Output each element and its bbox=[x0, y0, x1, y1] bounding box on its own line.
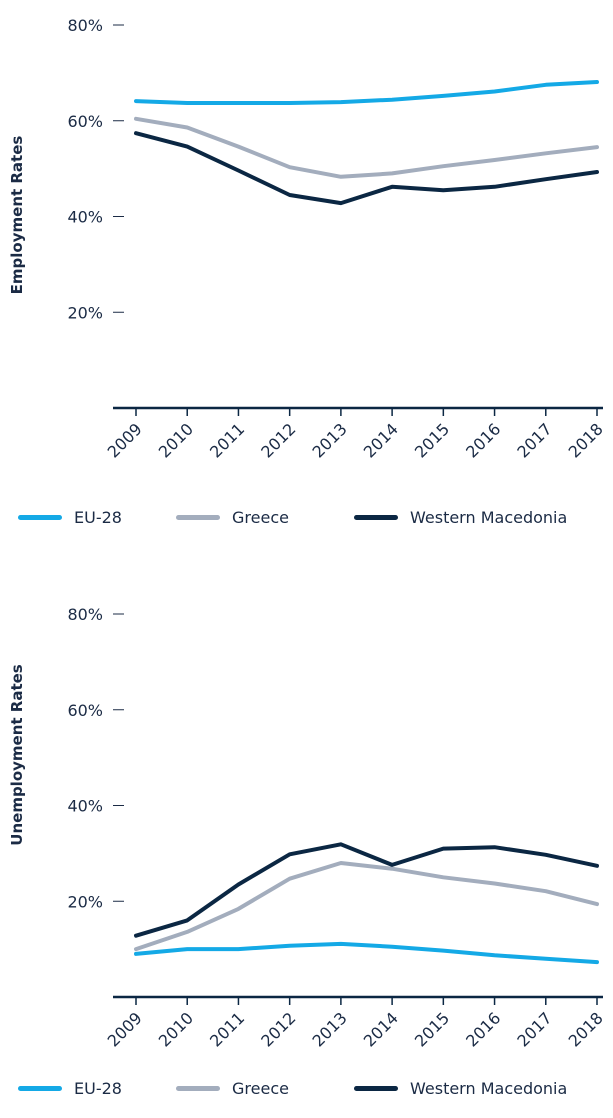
y-tick-label: 80% bbox=[67, 605, 103, 624]
series-line-western-macedonia bbox=[134, 131, 599, 206]
y-tick-label: 40% bbox=[67, 208, 103, 227]
x-tick-label: 2010 bbox=[155, 419, 197, 461]
x-tick-label: 2013 bbox=[308, 419, 350, 461]
legend-swatch-eu28 bbox=[18, 1085, 62, 1091]
series-line-greece bbox=[134, 116, 599, 179]
x-tick-label: 2015 bbox=[411, 1008, 453, 1050]
legend-swatch-greece bbox=[176, 514, 220, 520]
x-tick-label: 2017 bbox=[513, 1008, 555, 1050]
legend-label-eu28: EU-28 bbox=[74, 1078, 122, 1098]
x-tick-label: 2011 bbox=[206, 419, 248, 461]
y-tick-label: 20% bbox=[67, 303, 103, 322]
legend-item-eu28: EU-28 bbox=[18, 508, 176, 527]
legend-item-western-macedonia: Western Macedonia bbox=[354, 508, 567, 527]
x-tick-label: 2018 bbox=[565, 1008, 607, 1050]
legend: EU-28 Greece Western Macedonia bbox=[18, 505, 613, 529]
legend-label-eu28: EU-28 bbox=[74, 507, 122, 527]
x-tick-label: 2018 bbox=[565, 419, 607, 461]
x-tick-label: 2016 bbox=[462, 419, 504, 461]
x-tick-label: 2015 bbox=[411, 419, 453, 461]
unemployment-chart-svg: Unemployment Rates 80%60%40%20%2009 2010 2… bbox=[8, 605, 607, 1051]
y-tick-label: 80% bbox=[67, 16, 103, 35]
x-tick-label: 2011 bbox=[206, 1008, 248, 1050]
employment-rates-chart: Employment Rates 80% 60% 40% 20% 2009 2010 201… bbox=[8, 16, 613, 529]
unemployment-rates-chart: Unemployment Rates 80% 60% 40% 20% 2009 2010 2… bbox=[0, 590, 613, 1118]
legend-label-greece: Greece bbox=[232, 507, 289, 527]
x-tick-label: 2010 bbox=[155, 1008, 197, 1050]
legend-item-western-macedonia: Western Macedonia bbox=[354, 1079, 567, 1098]
y-tick-label: 60% bbox=[67, 112, 103, 131]
series-line-eu-28 bbox=[134, 941, 599, 965]
legend-label-western-macedonia: Western Macedonia bbox=[410, 507, 568, 527]
legend-swatch-western-macedonia bbox=[354, 514, 398, 520]
legend-label-greece: Greece bbox=[232, 1078, 289, 1098]
y-tick-label: 40% bbox=[67, 797, 103, 816]
legend-item-greece: Greece bbox=[176, 1079, 354, 1098]
y-tick-label: 20% bbox=[67, 892, 103, 911]
x-tick-label: 2016 bbox=[462, 1008, 504, 1050]
legend-swatch-eu28 bbox=[18, 514, 62, 520]
legend-item-greece: Greece bbox=[176, 508, 354, 527]
x-tick-label: 2013 bbox=[308, 1008, 350, 1050]
y-axis-label: Employment Rates bbox=[8, 136, 26, 295]
x-tick-label: 2014 bbox=[360, 419, 402, 461]
series-line-greece bbox=[134, 861, 599, 952]
x-tick-label: 2009 bbox=[104, 1008, 146, 1050]
legend-label-western-macedonia: Western Macedonia bbox=[410, 1078, 568, 1098]
y-axis-label: Unemployment Rates bbox=[8, 664, 26, 846]
series-line-western-macedonia bbox=[134, 842, 599, 938]
legend-item-eu28: EU-28 bbox=[18, 1079, 176, 1098]
x-tick-label: 2014 bbox=[360, 1008, 402, 1050]
series-line-eu-28 bbox=[134, 80, 599, 105]
legend-swatch-western-macedonia bbox=[354, 1085, 398, 1091]
x-tick-label: 2009 bbox=[104, 419, 146, 461]
legend-swatch-greece bbox=[176, 1085, 220, 1091]
x-tick-label: 2017 bbox=[513, 419, 555, 461]
legend: EU-28 Greece Western Macedonia bbox=[18, 1076, 613, 1100]
employment-chart-svg: Employment Rates 80%60%40%20%2009 2010 201… bbox=[8, 16, 607, 462]
y-tick-label: 60% bbox=[67, 701, 103, 720]
x-tick-label: 2012 bbox=[257, 1008, 299, 1050]
x-tick-label: 2012 bbox=[257, 419, 299, 461]
